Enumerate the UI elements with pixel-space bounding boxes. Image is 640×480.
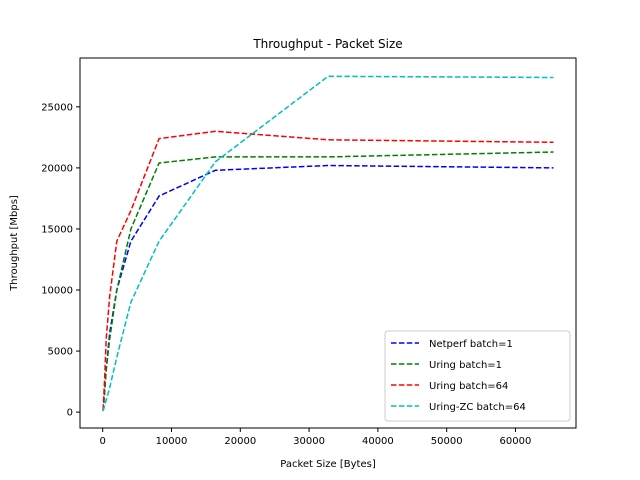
x-axis-label: Packet Size [Bytes] [280, 459, 376, 470]
x-tick-label: 20000 [224, 436, 256, 447]
chart-title: Throughput - Packet Size [252, 37, 402, 51]
series-line-uring-batch-1 [102, 151, 554, 411]
legend-label-uring-batch-64: Uring batch=64 [429, 381, 508, 392]
plot-frame [79, 57, 577, 429]
legend-label-netperf-batch-1: Netperf batch=1 [429, 339, 513, 350]
x-tick-label: 50000 [431, 436, 463, 447]
y-tick-label: 5000 [48, 347, 73, 358]
y-tick-label: 10000 [41, 286, 73, 297]
legend-label-uring-batch-1: Uring batch=1 [429, 360, 502, 371]
y-axis: 0 5000 10000 15000 20000 25000 [41, 102, 80, 419]
y-tick-label: 15000 [41, 224, 73, 235]
x-tick-label: 60000 [500, 436, 532, 447]
x-tick-label: 0 [100, 436, 106, 447]
y-tick-label: 0 [67, 408, 73, 419]
x-axis: 0 10000 20000 30000 40000 50000 60000 [100, 428, 532, 447]
series-lines [102, 75, 554, 412]
series-line-uring-batch-64 [102, 130, 554, 410]
series-line-uring-zc-batch-64 [102, 75, 554, 412]
x-tick-label: 30000 [293, 436, 325, 447]
y-tick-label: 25000 [41, 102, 73, 113]
legend: Netperf batch=1 Uring batch=1 Uring batch=… [384, 330, 571, 422]
y-tick-label: 20000 [41, 163, 73, 174]
x-tick-label: 40000 [362, 436, 394, 447]
series-line-netperf-batch-1 [102, 164, 554, 411]
x-tick-label: 10000 [156, 436, 188, 447]
legend-label-uring-zc-batch-64: Uring-ZC batch=64 [429, 402, 526, 413]
y-axis-label: Throughput [Mbps] [9, 195, 20, 292]
legend-box [384, 330, 571, 422]
